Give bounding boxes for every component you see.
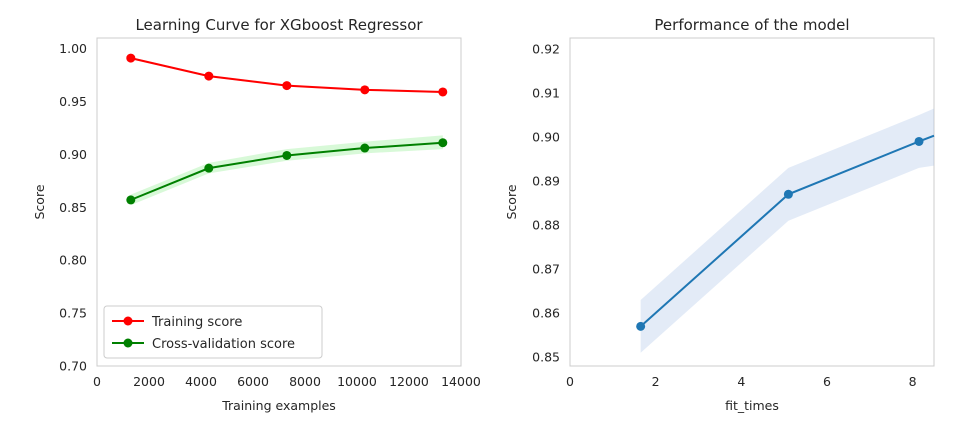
left-x-tick-label: 12000 (389, 374, 429, 389)
left-x-tick-label: 14000 (441, 374, 481, 389)
right-y-tick-label: 0.87 (532, 262, 560, 277)
right-y-tick-label: 0.86 (532, 306, 560, 321)
left-y-axis-label: Score (32, 184, 47, 219)
right-y-tick-label: 0.85 (532, 350, 560, 365)
left-y-tick-label: 0.70 (59, 359, 87, 374)
cv-score-point (282, 150, 292, 160)
right-y-tick-labels: 0.85 0.86 0.87 0.88 0.89 0.90 0.91 0.92 (532, 42, 560, 365)
cv-score-band (130, 135, 443, 206)
left-series-points (126, 53, 448, 205)
right-plot-area (569, 37, 935, 367)
right-y-axis-label: Score (504, 184, 519, 219)
right-series-line (639, 134, 935, 328)
left-y-tick-label: 1.00 (59, 41, 87, 56)
legend-cv-marker (123, 338, 133, 348)
left-x-tick-label: 6000 (237, 374, 269, 389)
left-x-axis-label: Training examples (221, 398, 336, 413)
cv-score-point (204, 163, 214, 173)
legend-train-label: Training score (151, 315, 242, 330)
legend-box (103, 305, 323, 359)
performance-line (639, 134, 935, 328)
right-x-tick-label: 6 (823, 374, 831, 389)
right-series-points (636, 136, 924, 331)
left-y-tick-label: 0.85 (59, 200, 87, 215)
left-legend: Training score Cross-validation score (103, 305, 323, 359)
left-y-tick-label: 0.95 (59, 94, 87, 109)
performance-band (640, 108, 934, 353)
learning-curve-chart: Learning Curve for XGboost Regressor Tra… (32, 16, 481, 413)
right-x-tick-label: 8 (909, 374, 917, 389)
right-y-tick-label: 0.92 (532, 42, 560, 57)
right-y-tick-label: 0.88 (532, 218, 560, 233)
right-y-tick-label: 0.91 (532, 86, 560, 101)
right-y-tick-label: 0.90 (532, 130, 560, 145)
left-y-tick-label: 0.75 (59, 306, 87, 321)
left-x-tick-label: 2000 (133, 374, 165, 389)
left-y-tick-label: 0.90 (59, 147, 87, 162)
training-score-point (204, 71, 214, 81)
left-y-tick-labels: 0.70 0.75 0.80 0.85 0.90 0.95 1.00 (59, 41, 87, 373)
cv-score-point (360, 143, 370, 153)
performance-point (914, 136, 924, 146)
performance-point (636, 321, 646, 331)
cv-score-point (438, 138, 448, 148)
right-chart-title: Performance of the model (654, 16, 849, 34)
right-confidence-band (640, 108, 934, 353)
left-x-tick-label: 4000 (185, 374, 217, 389)
performance-point (783, 189, 793, 199)
left-x-tick-labels: 0 2000 4000 6000 8000 10000 12000 14000 (93, 374, 481, 389)
right-x-tick-labels: 0 2 4 6 8 (566, 374, 917, 389)
right-x-axis-label: fit_times (725, 398, 779, 413)
legend-cv-label: Cross-validation score (152, 337, 295, 352)
training-score-point (126, 53, 136, 63)
right-x-tick-label: 4 (737, 374, 745, 389)
left-y-tick-label: 0.80 (59, 253, 87, 268)
cv-score-point (126, 195, 136, 205)
training-score-point (438, 87, 448, 97)
right-x-tick-label: 2 (652, 374, 660, 389)
left-x-tick-label: 10000 (337, 374, 377, 389)
legend-train-marker (123, 316, 133, 326)
left-x-tick-label: 0 (93, 374, 101, 389)
training-score-point (282, 81, 292, 91)
right-y-tick-label: 0.89 (532, 174, 560, 189)
training-score-point (360, 85, 370, 95)
left-chart-title: Learning Curve for XGboost Regressor (135, 16, 423, 34)
right-x-tick-label: 0 (566, 374, 574, 389)
performance-chart: Performance of the model fit_times Score… (504, 16, 935, 413)
left-x-tick-label: 8000 (289, 374, 321, 389)
